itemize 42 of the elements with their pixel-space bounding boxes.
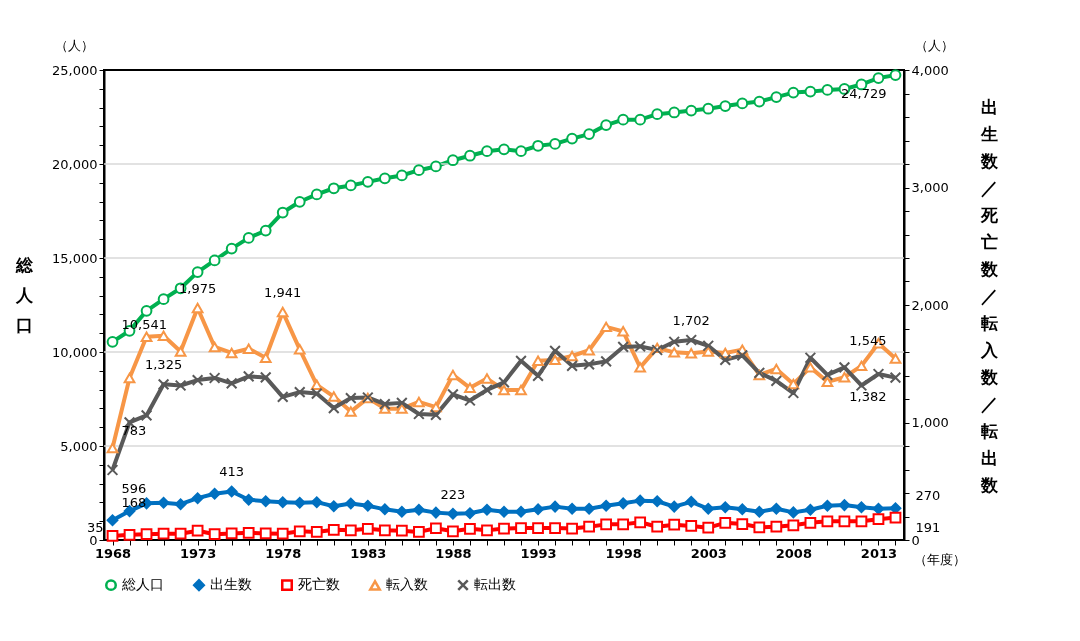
data-label: 596: [121, 480, 147, 496]
x-tick-label: 1988: [435, 545, 472, 561]
data-label: 270: [915, 488, 941, 504]
data-label: 413: [219, 464, 245, 480]
y2-tick-label: 2,000: [911, 297, 949, 313]
x-tick-label: 1978: [265, 545, 302, 561]
data-label: 24,729: [840, 86, 887, 102]
y2-tick-label: 0: [911, 532, 920, 548]
legend-label: 出生数: [210, 576, 252, 593]
data-label: 223: [440, 486, 466, 502]
x-tick-label: 1968: [94, 545, 132, 561]
data-label: 1,941: [264, 284, 302, 300]
y2-tick-label: 3,000: [911, 180, 949, 195]
y-tick-label: 15,000: [52, 250, 98, 266]
data-label: 35: [86, 519, 104, 535]
y-tick-label: 20,000: [52, 156, 98, 172]
x-tick-label: 2013: [860, 545, 898, 561]
x-tick-label: 1983: [350, 545, 387, 561]
y-axis-title: 総人口: [15, 254, 34, 335]
x-tick-label: 2008: [775, 545, 812, 561]
text: （年度）: [914, 552, 966, 567]
y-tick-label: 25,000: [52, 62, 98, 78]
data-label: 1,702: [672, 313, 710, 329]
y-tick-label: 0: [89, 532, 98, 548]
x-tick-label: 1973: [180, 545, 217, 561]
data-label: 1,382: [849, 388, 887, 404]
y-tick-label: 10,000: [52, 344, 98, 360]
x-tick-label: 1998: [605, 545, 642, 561]
text: （人）: [914, 38, 954, 53]
x-tick-label: 1993: [520, 545, 557, 561]
y-tick-label: 5,000: [60, 438, 98, 454]
legend-label: 死亡数: [298, 576, 340, 593]
data-label: 1,325: [144, 357, 183, 373]
legend-label: 転出数: [474, 576, 516, 593]
y2-tick-label: 4,000: [911, 62, 949, 78]
x-tick-label: 2003: [690, 545, 727, 561]
y2-tick-label: 1,000: [911, 415, 949, 430]
text: （人）: [55, 38, 94, 53]
legend-label: 総人口: [121, 576, 164, 593]
data-label: 191: [915, 519, 941, 535]
legend-label: 転入数: [386, 576, 428, 593]
text: 出生数／死亡数／転入数／転出数: [981, 97, 998, 495]
